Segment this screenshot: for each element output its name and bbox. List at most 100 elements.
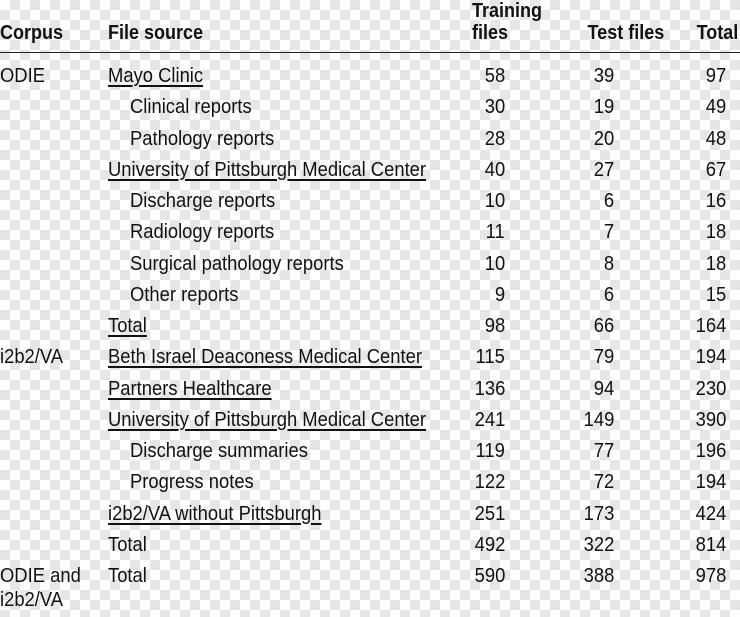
file-source-label: Discharge reports: [130, 190, 276, 212]
training-files-cell: 28: [484, 127, 505, 150]
file-source-cell: University of Pittsburgh Medical Center: [108, 408, 426, 432]
total-cell: 194: [695, 346, 726, 369]
test-files-cell: 79: [593, 346, 614, 369]
training-files-cell: 9: [494, 283, 505, 306]
file-source-label: Discharge summaries: [130, 440, 308, 462]
test-files-cell: 6: [603, 190, 614, 212]
file-source-cell: Pathology reports: [130, 127, 274, 151]
header-training-line2: files: [472, 22, 509, 44]
test-files-cell: 72: [593, 471, 614, 494]
total-cell: 67: [705, 158, 726, 181]
file-source-cell: Total: [108, 564, 147, 588]
total-cell: 164: [695, 315, 726, 337]
test-files-cell: 77: [593, 440, 614, 462]
training-files-cell: 241: [474, 408, 505, 431]
file-source-cell: Surgical pathology reports: [130, 252, 344, 276]
total-cell: 18: [705, 221, 726, 244]
table-row: Other reports 9 6 15: [0, 283, 740, 314]
test-files-cell: 322: [583, 533, 614, 556]
file-source-cell: Total: [108, 314, 147, 338]
total-cell: 18: [705, 252, 726, 275]
total-cell: 194: [695, 471, 726, 494]
total-cell: 230: [695, 377, 726, 400]
file-source-label: Progress notes: [130, 471, 254, 494]
file-source-cell: Partners Healthcare: [108, 377, 272, 401]
file-source-label: Radiology reports: [130, 221, 275, 244]
table-row: i2b2/VA Beth Israel Deaconess Medical Cen…: [0, 345, 740, 376]
table-row: University of Pittsburgh Medical Center 2…: [0, 408, 740, 439]
file-source-label: Surgical pathology reports: [130, 252, 344, 275]
file-source-label: i2b2/VA without Pittsburgh: [108, 502, 322, 525]
total-cell: 15: [705, 283, 726, 306]
file-source-label: University of Pittsburgh Medical Center: [108, 408, 427, 431]
table-row: Partners Healthcare 136 94 230: [0, 377, 740, 408]
total-cell: 814: [695, 533, 726, 556]
test-files-cell: 66: [593, 315, 614, 337]
file-source-cell: Discharge reports: [130, 189, 275, 213]
file-source-cell: Total: [108, 533, 147, 557]
file-source-label: Mayo Clinic: [108, 65, 204, 87]
table-row: i2b2/VA without Pittsburgh 251 173 424: [0, 502, 740, 533]
file-source-cell: Mayo Clinic: [108, 64, 203, 88]
total-cell: 196: [695, 440, 726, 462]
file-source-cell: i2b2/VA without Pittsburgh: [108, 502, 321, 526]
table-row: University of Pittsburgh Medical Center 4…: [0, 158, 740, 189]
test-files-cell: 20: [593, 127, 614, 150]
table-row: ODIE Mayo Clinic 58 39 97: [0, 64, 740, 95]
file-source-label: Total: [108, 315, 147, 337]
file-source-cell: Discharge summaries: [130, 439, 308, 463]
corpus-cell: ODIE: [0, 65, 45, 87]
total-cell: 978: [695, 565, 726, 587]
training-files-cell: 119: [475, 440, 505, 462]
file-source-label: Total: [108, 533, 147, 556]
test-files-cell: 8: [603, 252, 614, 275]
training-files-cell: 122: [474, 471, 505, 494]
table-row: Total 98 66 164: [0, 314, 740, 345]
file-source-cell: Radiology reports: [130, 220, 274, 244]
file-source-cell: Other reports: [130, 283, 238, 307]
header-test-files: Test files: [587, 22, 664, 44]
training-files-cell: 115: [475, 346, 505, 369]
test-files-cell: 39: [593, 65, 614, 87]
table-row: Surgical pathology reports 10 8 18: [0, 252, 740, 283]
header-corpus: Corpus: [0, 22, 63, 44]
training-files-cell: 30: [484, 96, 505, 119]
training-files-cell: 40: [484, 158, 505, 181]
table-row: Total 492 322 814: [0, 533, 740, 564]
test-files-cell: 388: [583, 565, 614, 587]
header-total: Total: [696, 22, 738, 44]
header-rule: [0, 52, 740, 53]
test-files-cell: 19: [593, 96, 614, 119]
total-cell: 48: [705, 127, 726, 150]
table-row: Discharge reports 10 6 16: [0, 189, 740, 220]
file-source-label: Total: [108, 565, 147, 587]
test-files-cell: 7: [603, 221, 614, 244]
file-source-label: University of Pittsburgh Medical Center: [108, 158, 427, 181]
total-cell: 424: [695, 502, 726, 525]
file-source-label: Clinical reports: [130, 96, 252, 119]
table-row: Radiology reports 11 7 18: [0, 220, 740, 251]
table-row: Clinical reports 30 19 49: [0, 95, 740, 126]
training-files-cell: 251: [474, 502, 505, 525]
table-row: Discharge summaries 119 77 196: [0, 439, 740, 470]
corpus-cell: ODIE and i2b2/VA: [0, 565, 81, 611]
test-files-cell: 173: [583, 502, 614, 525]
file-source-label: Other reports: [130, 283, 239, 306]
test-files-cell: 94: [593, 377, 614, 400]
training-files-cell: 590: [474, 565, 505, 587]
header-training-line1: Training: [472, 0, 543, 22]
file-source-label: Partners Healthcare: [108, 377, 272, 400]
file-source-cell: Beth Israel Deaconess Medical Center: [108, 345, 422, 369]
training-files-cell: 98: [484, 315, 505, 337]
table-row: Progress notes 122 72 194: [0, 470, 740, 501]
test-files-cell: 149: [583, 408, 614, 431]
total-cell: 97: [705, 65, 726, 87]
test-files-cell: 6: [603, 283, 614, 306]
training-files-cell: 10: [484, 252, 505, 275]
training-files-cell: 10: [484, 190, 505, 212]
file-source-label: Beth Israel Deaconess Medical Center: [108, 346, 422, 369]
training-files-cell: 492: [474, 533, 505, 556]
header-file-source: File source: [108, 22, 204, 44]
total-cell: 16: [705, 190, 726, 212]
